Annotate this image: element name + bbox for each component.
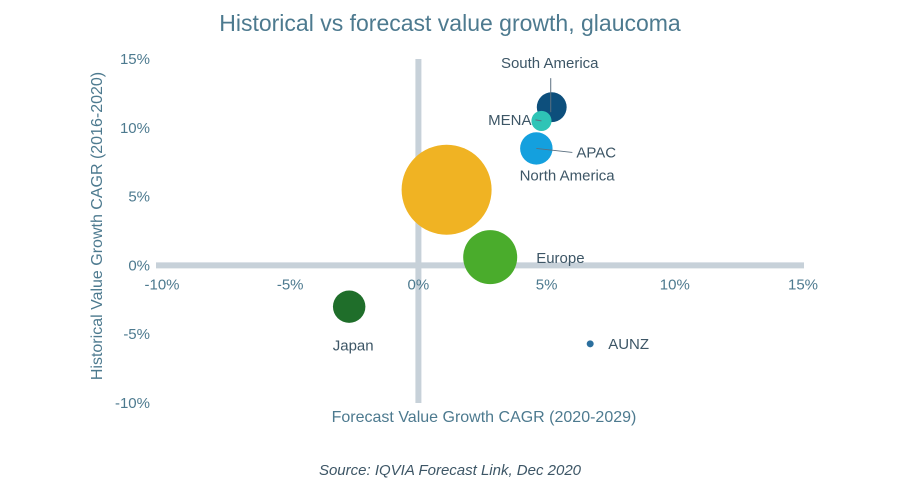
bubble-label: Europe [536, 250, 584, 267]
x-axis-label: Forecast Value Growth CAGR (2020-2029) [332, 409, 637, 426]
x-tick-label: 0% [408, 276, 430, 293]
bubble-label: South America [501, 55, 599, 72]
x-tick-label: 15% [788, 276, 818, 293]
x-tick-label: -5% [277, 276, 304, 293]
bubble-japan [332, 290, 366, 323]
chart-title: Historical vs forecast value growth, gla… [219, 10, 681, 36]
x-tick-label: 10% [660, 276, 690, 293]
y-tick-labels: 15% 10% 5% 0% -5% -10% [115, 51, 150, 412]
bubble-label: North America [520, 168, 616, 185]
y-tick-label: 5% [128, 189, 150, 206]
y-tick-label: 0% [128, 257, 150, 274]
bubble-label: Japan [333, 338, 374, 355]
y-axis-label: Historical Value Growth CAGR (2016-2020) [89, 72, 106, 380]
source-note: Source: IQVIA Forecast Link, Dec 2020 [319, 462, 582, 479]
bubble-label: MENA [488, 112, 531, 129]
bubble-labels: North America Europe Japan South America MEN… [333, 55, 649, 355]
bubbles [332, 92, 594, 348]
x-tick-label: 5% [536, 276, 558, 293]
bubble-label: APAC [576, 144, 616, 161]
leader-line [536, 147, 573, 153]
leader-line [535, 119, 542, 122]
x-tick-labels: -10% -5% 0% 5% 10% 15% [144, 276, 818, 293]
axes [156, 59, 804, 403]
bubble-label: AUNZ [608, 336, 649, 353]
leader-lines [535, 78, 573, 153]
y-tick-label: 10% [120, 120, 150, 137]
y-tick-label: -10% [115, 395, 150, 412]
bubble-europe [463, 230, 518, 285]
bubble-north-america [401, 144, 492, 235]
bubble-aunz [586, 340, 594, 348]
y-tick-label: -5% [123, 326, 150, 343]
x-tick-label: -10% [144, 276, 179, 293]
y-tick-label: 15% [120, 51, 150, 68]
